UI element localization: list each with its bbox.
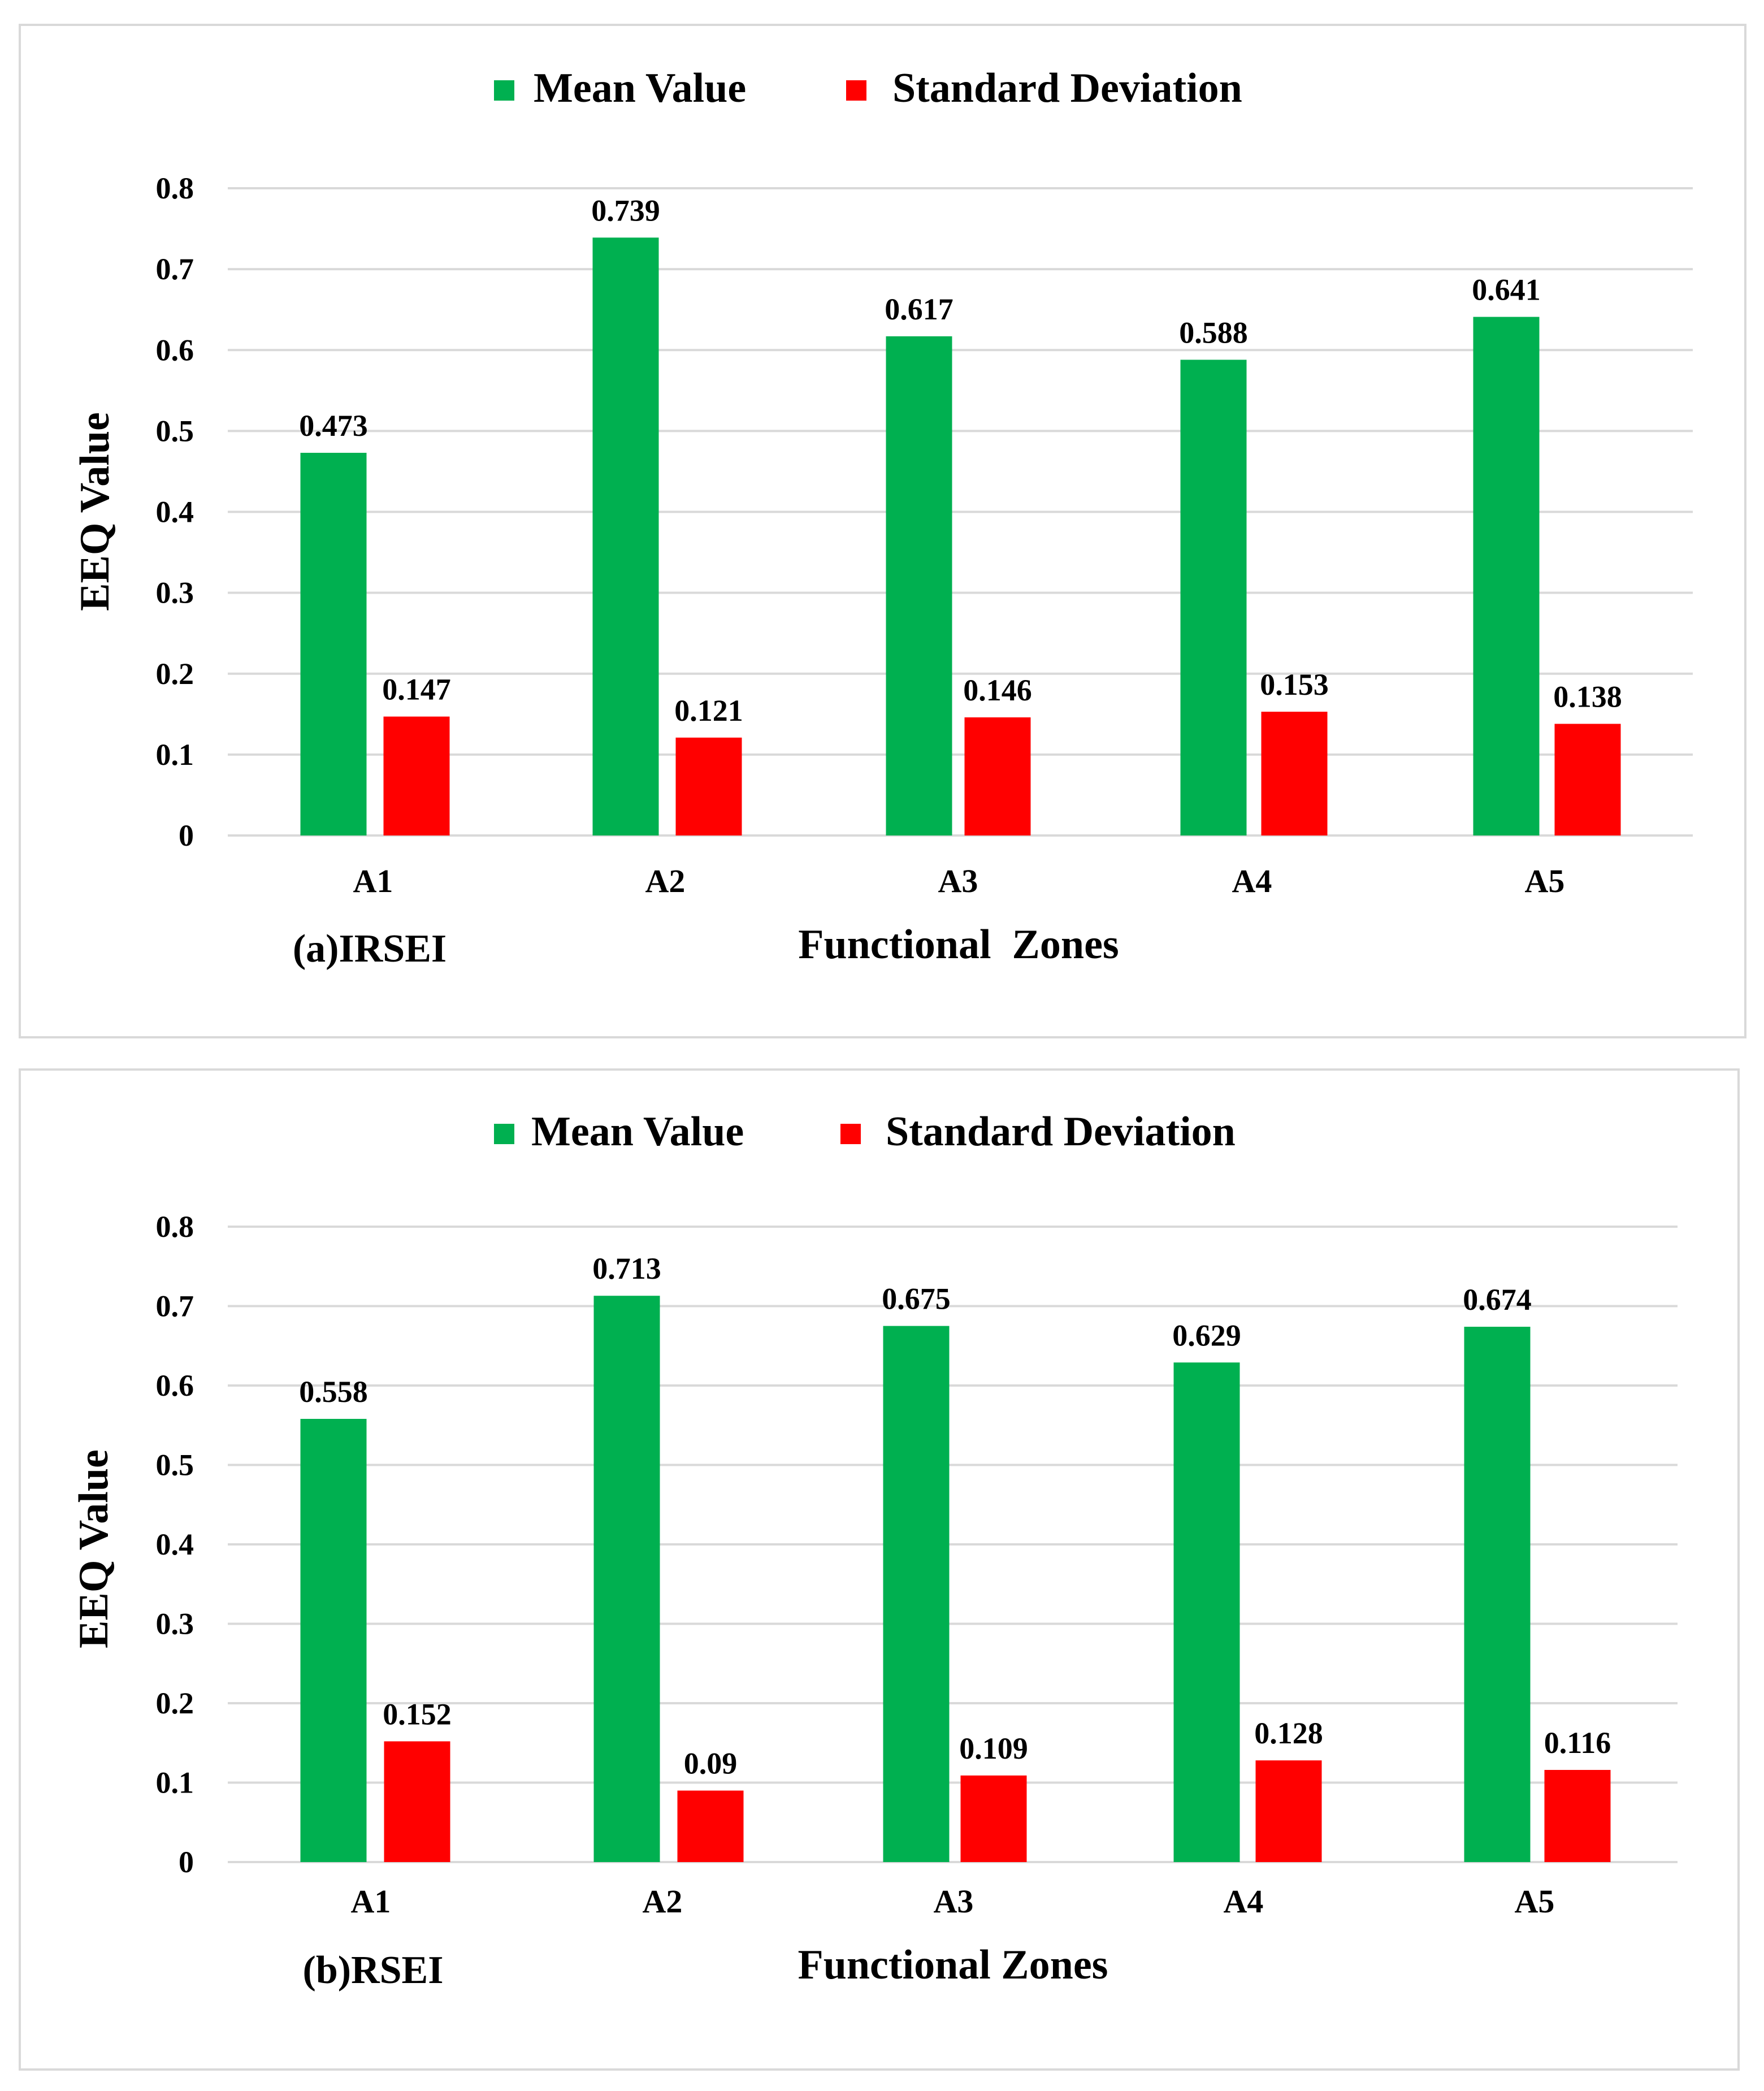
y-tick-label: 0.4 [156,1527,194,1561]
data-label: 0.713 [592,1252,661,1285]
x-category-label: A1 [353,863,393,899]
x-axis-title: Functional Zones [798,1942,1108,1988]
x-category-label: A4 [1224,1883,1264,1920]
y-tick-label: 0.8 [156,171,194,205]
mean-value-bar [1473,317,1540,835]
mean-value-bar [300,453,367,835]
data-label: 0.588 [1179,315,1248,349]
data-label: 0.121 [674,694,743,728]
data-label: 0.128 [1254,1716,1323,1750]
x-category-label: A4 [1232,863,1272,899]
legend-label-mean: Mean Value [531,1109,744,1155]
x-category-label: A3 [934,1883,974,1920]
y-axis-title: EEQ Value [71,1449,117,1648]
data-label: 0.09 [684,1747,738,1781]
data-label: 0.473 [299,409,368,443]
data-label: 0.116 [1544,1726,1611,1760]
y-tick-label: 0.6 [156,1369,194,1402]
mean-value-bar [886,336,952,835]
legend-label-std: Standard Deviation [892,65,1242,111]
mean-value-bar [1464,1327,1531,1862]
mean-value-bar [300,1419,367,1862]
y-tick-label: 0.2 [156,1686,194,1720]
data-label: 0.739 [591,193,660,227]
x-category-label: A2 [645,863,686,899]
y-tick-label: 0.8 [156,1210,194,1244]
std-deviation-bar [677,1790,744,1862]
panel-label: (a)IRSEI [293,927,447,971]
legend-swatch-mean [494,80,514,101]
y-axis-title: EEQ Value [72,412,118,611]
std-deviation-bar [1261,712,1328,835]
mean-value-bar [593,1296,660,1862]
x-category-label: A1 [351,1883,391,1920]
y-tick-label: 0 [179,819,194,852]
y-tick-label: 0.1 [156,1766,194,1800]
y-tick-label: 0 [179,1845,194,1879]
data-label: 0.152 [383,1697,452,1731]
y-tick-label: 0.2 [156,657,194,691]
x-category-label: A2 [643,1883,683,1920]
legend-label-mean: Mean Value [534,65,746,111]
std-deviation-bar [383,716,450,835]
x-category-label: A5 [1525,863,1565,899]
x-category-label: A3 [938,863,978,899]
std-deviation-bar [1255,1760,1322,1862]
mean-value-bar [1173,1362,1240,1862]
data-label: 0.674 [1463,1283,1532,1317]
data-label: 0.629 [1172,1318,1241,1352]
y-tick-label: 0.4 [156,495,194,529]
legend-swatch-std [846,80,866,101]
y-tick-label: 0.3 [156,576,194,610]
y-tick-label: 0.7 [156,1289,194,1323]
data-label: 0.147 [382,673,451,707]
y-tick-label: 0.3 [156,1607,194,1641]
x-category-label: A5 [1515,1883,1555,1920]
legend-swatch-mean [494,1124,514,1144]
std-deviation-bar [964,717,1031,835]
mean-value-bar [592,237,659,835]
std-deviation-bar [675,737,742,835]
std-deviation-bar [960,1775,1027,1862]
std-deviation-bar [1544,1770,1611,1862]
data-label: 0.641 [1472,273,1541,307]
data-label: 0.109 [959,1731,1028,1765]
y-tick-label: 0.5 [156,1448,194,1482]
data-label: 0.153 [1260,668,1329,702]
mean-value-bar [1180,360,1247,835]
data-label: 0.146 [963,673,1032,707]
panel-label: (b)RSEI [303,1949,444,1992]
data-label: 0.558 [299,1375,368,1409]
data-label: 0.138 [1553,679,1622,713]
mean-value-bar [883,1326,950,1862]
y-tick-label: 0.6 [156,333,194,367]
legend-label-std: Standard Deviation [886,1109,1236,1155]
std-deviation-bar [1554,724,1621,835]
y-tick-label: 0.5 [156,414,194,448]
data-label: 0.617 [885,292,953,326]
y-tick-label: 0.7 [156,252,194,286]
x-axis-title: Functional Zones [798,921,1119,968]
data-label: 0.675 [882,1282,951,1316]
y-tick-label: 0.1 [156,738,194,772]
std-deviation-bar [384,1741,450,1862]
legend-swatch-std [840,1124,861,1144]
